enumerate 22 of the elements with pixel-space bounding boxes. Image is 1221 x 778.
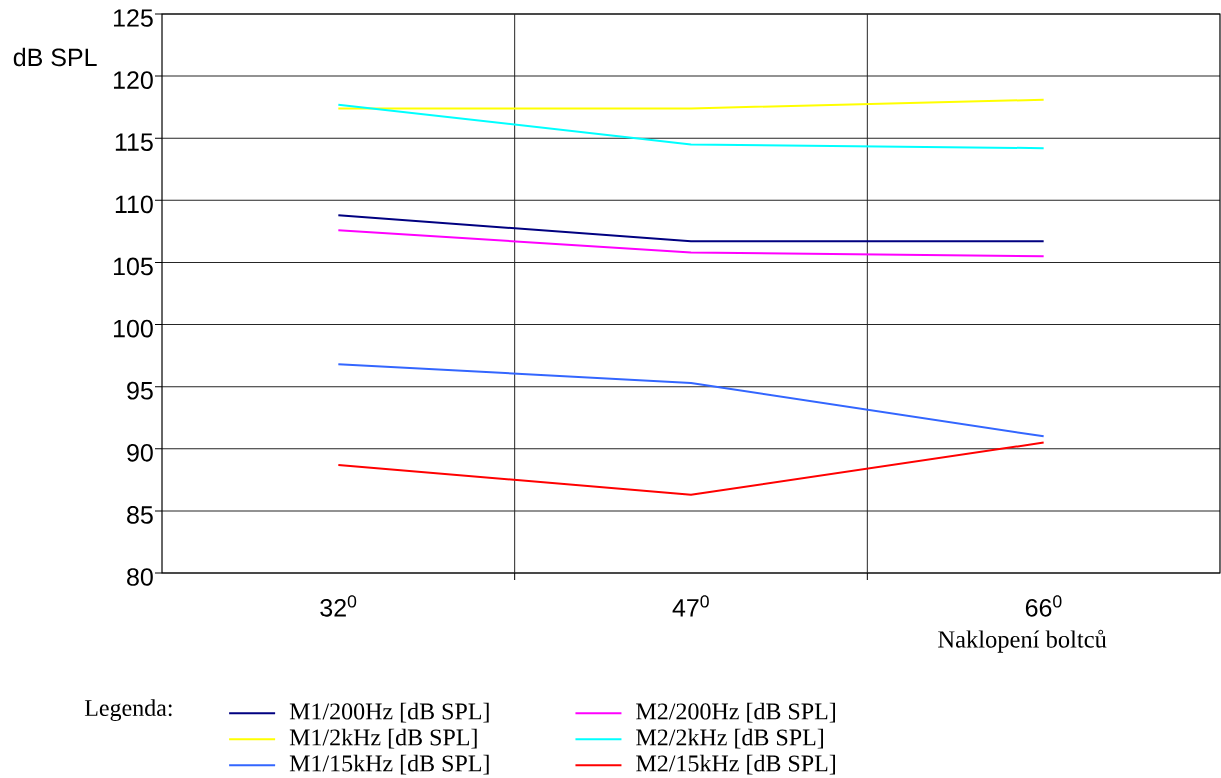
y-tick-label: 80 <box>127 568 153 586</box>
y-tick-label: 90 <box>127 443 153 462</box>
x-axis-title: Naklopení boltců <box>938 629 1107 653</box>
y-tick-label: 125 <box>113 9 153 27</box>
legend-label: M2/2kHz [dB SPL] <box>636 728 823 749</box>
y-tick-label: 95 <box>127 381 153 400</box>
x-tick-label: 66$^{0}$ <box>1025 595 1062 617</box>
y-tick-label: 115 <box>115 133 153 151</box>
legend-label: M2/200Hz [dB SPL] <box>636 702 835 723</box>
y-tick-label: 100 <box>113 319 153 338</box>
y-tick-label: 110 <box>115 195 153 214</box>
legend-title: Legenda: <box>84 699 172 722</box>
x-tick-label: 32$^{0}$ <box>320 595 357 617</box>
y-axis-title: dB SPL <box>13 47 97 67</box>
y-tick-label: 105 <box>113 257 153 276</box>
legend-label: M1/15kHz [dB SPL] <box>289 754 489 775</box>
legend-label: M2/15kHz [dB SPL] <box>636 754 835 775</box>
legend-label: M1/2kHz [dB SPL] <box>289 728 477 749</box>
y-tick-label: 120 <box>113 71 153 89</box>
x-tick-label: 47$^{0}$ <box>672 595 709 617</box>
y-tick-label: 85 <box>127 506 153 524</box>
legend-label: M1/200Hz [dB SPL] <box>289 702 489 723</box>
